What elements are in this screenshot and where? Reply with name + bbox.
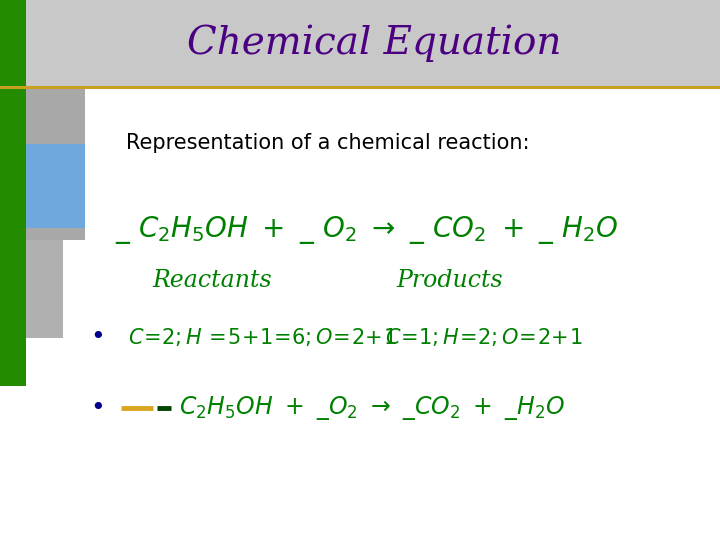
Bar — [0, 87, 85, 240]
Bar — [26, 144, 85, 228]
Text: Representation of a chemical reaction:: Representation of a chemical reaction: — [126, 133, 529, 153]
Text: •: • — [90, 396, 104, 420]
Bar — [0, 240, 63, 338]
Text: Products: Products — [397, 269, 503, 292]
Text: Chemical Equation: Chemical Equation — [187, 25, 562, 63]
Text: $\_ \ C_2H_5OH \ + \ \_ \ O_2 \ \rightarrow \ \_ \ CO_2 \ + \ \_ \ H_2O$: $\_ \ C_2H_5OH \ + \ \_ \ O_2 \ \rightar… — [115, 213, 618, 246]
Bar — [0, 0, 720, 87]
Text: $C\!=\!1; H\!=\!2; O\!=\!2\!+\!1$: $C\!=\!1; H\!=\!2; O\!=\!2\!+\!1$ — [385, 327, 582, 348]
Text: $C_2H_5OH \ + \ \_O_2 \ \rightarrow \ \_ CO_2 \ + \ \_ H_2O$: $C_2H_5OH \ + \ \_O_2 \ \rightarrow \ \_… — [179, 394, 565, 422]
Bar — [0, 0, 26, 386]
Text: $C\!=\!2; H\ \!=\!5\!+\!1\!=\!6; O\!=\!2\!+\!1$: $C\!=\!2; H\ \!=\!5\!+\!1\!=\!6; O\!=\!2… — [128, 327, 397, 348]
Text: Reactants: Reactants — [153, 269, 272, 292]
Text: •: • — [90, 326, 104, 349]
